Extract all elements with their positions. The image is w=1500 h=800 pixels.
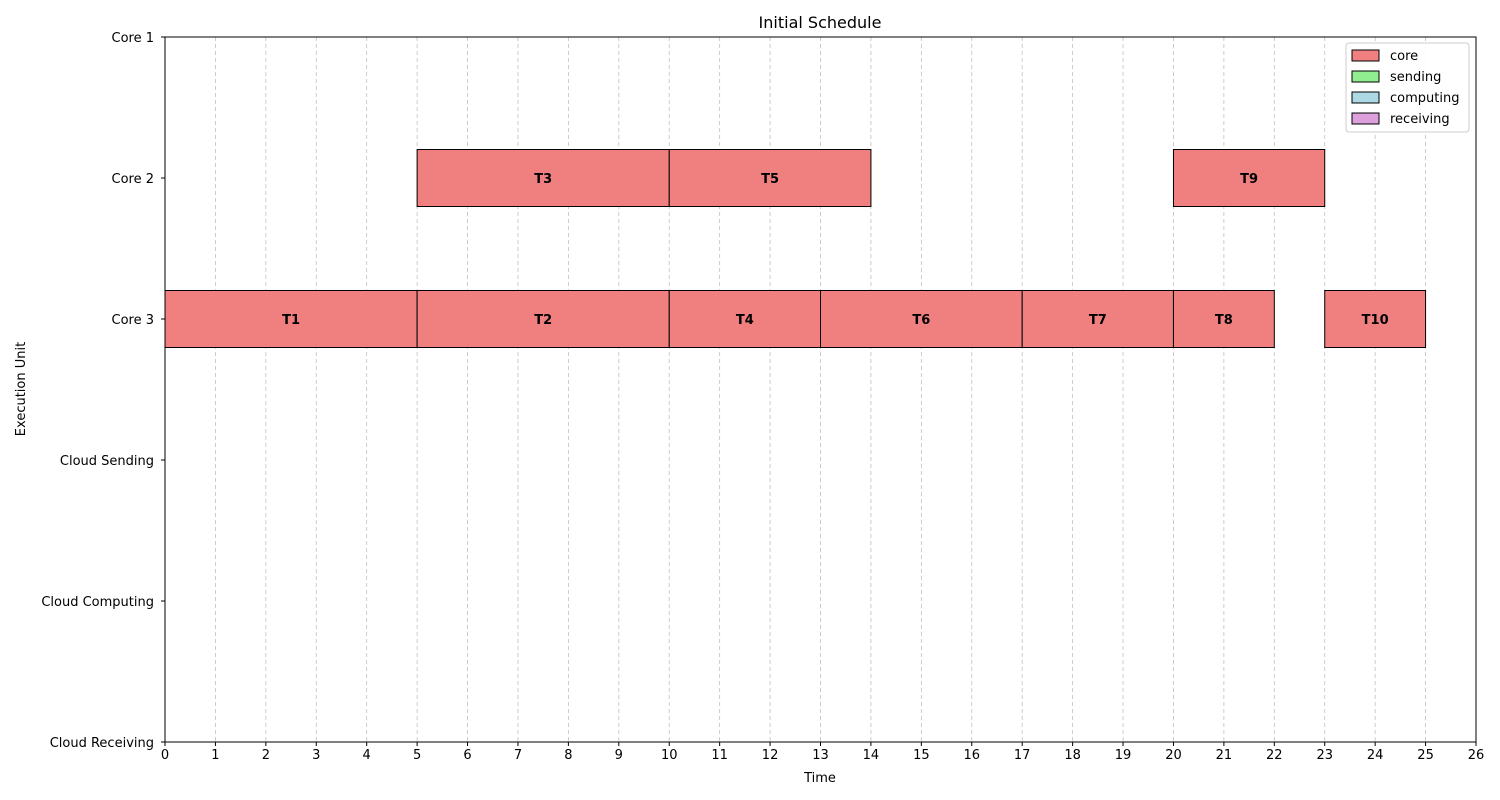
chart-title: Initial Schedule: [759, 13, 882, 32]
x-axis-label: Time: [803, 771, 836, 786]
legend-label: core: [1390, 49, 1418, 64]
y-tick-label: Cloud Computing: [41, 595, 154, 610]
task-label: T10: [1362, 313, 1389, 328]
x-tick-label: 21: [1216, 748, 1233, 763]
legend: core sending computing receiving: [1345, 42, 1470, 133]
task-bar: [1172, 290, 1275, 348]
x-tick-label: 24: [1367, 748, 1384, 763]
task-bar: [668, 290, 821, 348]
task-label: T9: [1240, 172, 1258, 187]
x-axis-ticks: 0 1 2 3 4 5 6 7 8 9 10 11 12 13 14 15 16 17 18 19 20 21 22 23 24…: [161, 742, 1484, 763]
y-axis-label: Execution Unit: [14, 342, 29, 436]
y-axis-ticks: Core 1 Core 2 Core 3 Cloud Sending Cloud Com…: [41, 31, 165, 751]
x-tick-label: 2: [262, 748, 270, 763]
x-tick-label: 19: [1115, 748, 1132, 763]
legend-swatch: [1351, 49, 1380, 62]
x-tick-label: 20: [1165, 748, 1182, 763]
task-bar: [1172, 149, 1326, 207]
task-label: T8: [1215, 313, 1233, 328]
task-bar: [416, 290, 670, 348]
legend-label: sending: [1390, 70, 1441, 85]
y-tick-label: Core 2: [112, 172, 155, 187]
x-tick-label: 26: [1468, 748, 1485, 763]
grid-lines: [215, 37, 1426, 742]
task-label: T6: [912, 313, 930, 328]
y-tick-label: Cloud Sending: [60, 454, 154, 469]
x-tick-label: 22: [1266, 748, 1283, 763]
x-tick-label: 23: [1316, 748, 1333, 763]
task-label: T5: [761, 172, 779, 187]
legend-swatch: [1351, 91, 1380, 104]
x-tick-label: 6: [463, 748, 471, 763]
x-tick-label: 8: [564, 748, 572, 763]
task-label: T2: [534, 313, 552, 328]
y-tick-label: Core 3: [112, 313, 155, 328]
x-tick-label: 4: [363, 748, 371, 763]
task-label: T4: [736, 313, 754, 328]
x-tick-label: 9: [615, 748, 623, 763]
x-tick-label: 25: [1417, 748, 1434, 763]
x-tick-label: 5: [413, 748, 421, 763]
legend-swatch: [1351, 70, 1380, 83]
x-tick-label: 0: [161, 748, 169, 763]
task-bar: [416, 149, 670, 207]
x-tick-label: 18: [1064, 748, 1081, 763]
x-tick-label: 13: [812, 748, 829, 763]
x-tick-label: 12: [762, 748, 779, 763]
task-label: T3: [534, 172, 552, 187]
legend-label: computing: [1390, 91, 1459, 106]
x-tick-label: 3: [312, 748, 320, 763]
task-bar: [164, 290, 418, 348]
x-tick-label: 10: [661, 748, 678, 763]
x-tick-label: 1: [211, 748, 219, 763]
x-tick-label: 11: [711, 748, 728, 763]
legend-label: receiving: [1390, 112, 1450, 127]
task-bar: [668, 149, 872, 207]
legend-swatch: [1351, 112, 1380, 125]
x-tick-label: 16: [963, 748, 980, 763]
task-bar: [1324, 290, 1427, 348]
task-label: T1: [282, 313, 300, 328]
x-tick-label: 7: [514, 748, 522, 763]
y-tick-label: Cloud Receiving: [50, 736, 154, 751]
y-tick-label: Core 1: [112, 31, 155, 46]
x-tick-label: 14: [863, 748, 880, 763]
x-tick-label: 17: [1014, 748, 1031, 763]
legend-box: [1345, 42, 1470, 133]
task-label: T7: [1089, 313, 1107, 328]
task-bars: T1 T2 T3 T4 T5 T6 T7 T8 T9 T10: [164, 149, 1427, 348]
x-tick-label: 15: [913, 748, 930, 763]
